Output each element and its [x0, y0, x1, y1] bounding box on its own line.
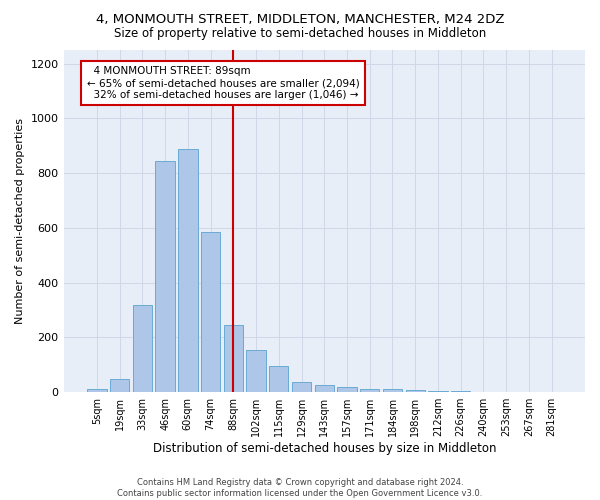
- Bar: [383, 389, 402, 392]
- Bar: [406, 390, 425, 392]
- Bar: [133, 304, 152, 392]
- Bar: [155, 161, 175, 392]
- Text: Contains HM Land Registry data © Crown copyright and database right 2024.
Contai: Contains HM Land Registry data © Crown c…: [118, 478, 482, 498]
- Bar: [292, 382, 311, 392]
- Text: 4 MONMOUTH STREET: 89sqm
← 65% of semi-detached houses are smaller (2,094)
  32%: 4 MONMOUTH STREET: 89sqm ← 65% of semi-d…: [86, 66, 359, 100]
- Text: 4, MONMOUTH STREET, MIDDLETON, MANCHESTER, M24 2DZ: 4, MONMOUTH STREET, MIDDLETON, MANCHESTE…: [96, 12, 504, 26]
- Bar: [178, 148, 197, 392]
- Bar: [428, 391, 448, 392]
- Bar: [314, 386, 334, 392]
- X-axis label: Distribution of semi-detached houses by size in Middleton: Distribution of semi-detached houses by …: [152, 442, 496, 455]
- Bar: [201, 232, 220, 392]
- Bar: [247, 350, 266, 392]
- Bar: [360, 390, 379, 392]
- Bar: [337, 388, 356, 392]
- Y-axis label: Number of semi-detached properties: Number of semi-detached properties: [15, 118, 25, 324]
- Bar: [224, 325, 243, 392]
- Bar: [269, 366, 289, 392]
- Bar: [87, 390, 107, 392]
- Bar: [110, 379, 130, 392]
- Text: Size of property relative to semi-detached houses in Middleton: Size of property relative to semi-detach…: [114, 28, 486, 40]
